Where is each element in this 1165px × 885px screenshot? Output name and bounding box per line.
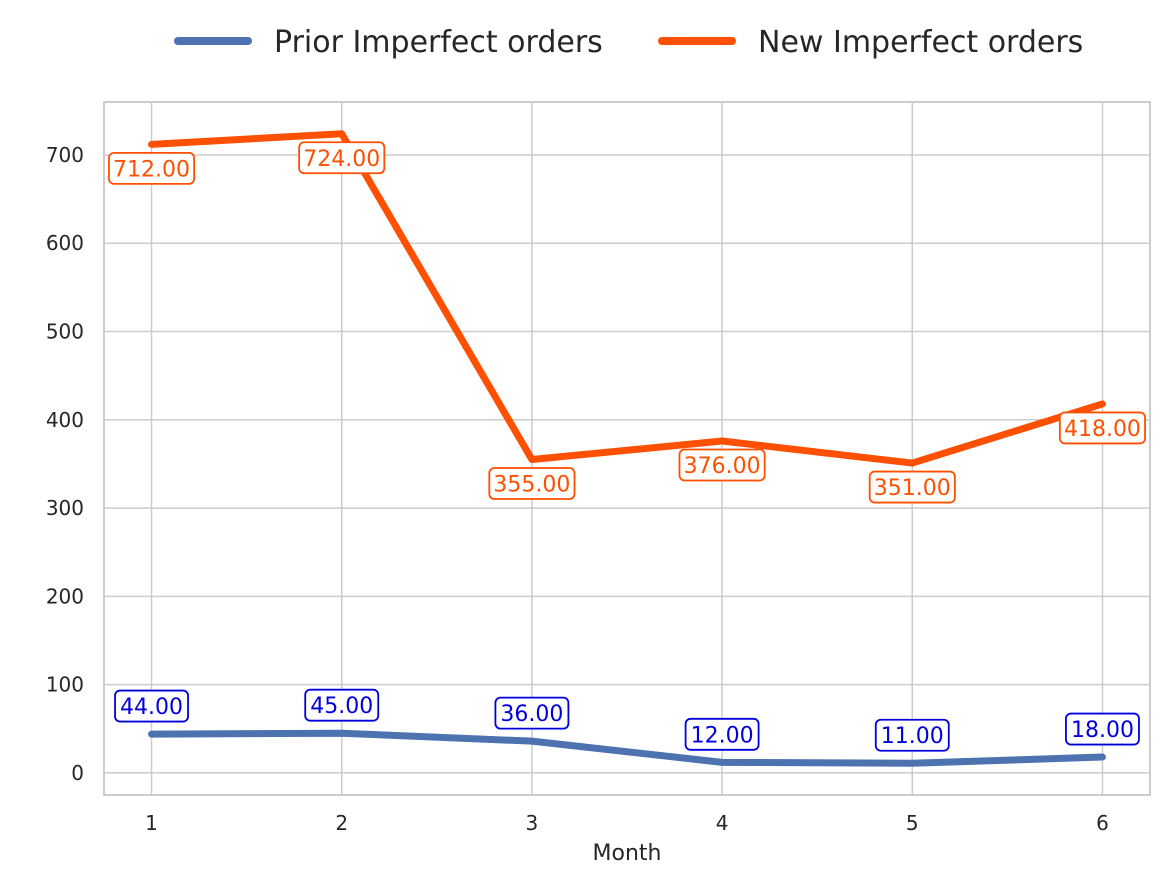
y-tick-label: 600 bbox=[46, 231, 84, 255]
legend-entry-1: Prior Imperfect orders bbox=[174, 25, 603, 60]
data-label-text: 351.00 bbox=[874, 476, 951, 501]
data-label-box bbox=[114, 689, 189, 723]
data-label-box bbox=[488, 467, 576, 500]
data-label: 18.00 bbox=[1065, 712, 1140, 746]
y-tick-label: 400 bbox=[46, 408, 84, 432]
y-tick-label: 500 bbox=[46, 320, 84, 344]
data-label-box bbox=[678, 448, 766, 482]
legend: Prior Imperfect orders New Imperfect orde… bbox=[174, 25, 1083, 60]
data-label-text: 11.00 bbox=[881, 724, 944, 749]
y-tick-label: 100 bbox=[46, 673, 84, 697]
plot-frame bbox=[103, 101, 1151, 796]
data-label-box bbox=[1065, 712, 1140, 746]
data-label: 44.00 bbox=[114, 689, 189, 723]
data-label-text: 712.00 bbox=[113, 157, 190, 182]
legend-entry-2: New Imperfect orders bbox=[658, 25, 1083, 60]
data-label-box bbox=[108, 151, 196, 185]
data-label-text: 18.00 bbox=[1071, 718, 1134, 743]
x-axis-label: Month bbox=[593, 841, 662, 866]
data-label-text: 44.00 bbox=[120, 695, 183, 720]
data-label: 45.00 bbox=[304, 688, 380, 722]
data-label-box bbox=[298, 141, 386, 175]
data-label: 11.00 bbox=[874, 718, 950, 752]
data-label: 724.00 bbox=[298, 141, 386, 175]
y-tick-label: 700 bbox=[46, 143, 84, 167]
data-label-box bbox=[304, 688, 380, 722]
x-tick-label: 1 bbox=[145, 811, 158, 835]
y-tick-label: 200 bbox=[46, 584, 84, 608]
data-label: 376.00 bbox=[678, 448, 766, 482]
data-label: 12.00 bbox=[684, 717, 760, 751]
data-label-text: 12.00 bbox=[691, 723, 754, 748]
data-label-text: 355.00 bbox=[493, 473, 570, 498]
x-tick-label: 3 bbox=[526, 811, 539, 835]
legend-label: New Imperfect orders bbox=[758, 25, 1083, 60]
data-label: 712.00 bbox=[108, 151, 196, 185]
legend-label: Prior Imperfect orders bbox=[274, 25, 603, 60]
y-tick-label: 300 bbox=[46, 496, 84, 520]
data-label-box bbox=[874, 718, 950, 752]
data-label: 36.00 bbox=[494, 696, 570, 730]
data-label-text: 376.00 bbox=[684, 454, 761, 479]
data-label-box bbox=[684, 717, 760, 751]
data-label: 355.00 bbox=[488, 467, 576, 500]
data-labels: 44.00 45.00 36.00 12.00 11.00 18.00 712.00 724.… bbox=[108, 141, 1146, 752]
data-label-text: 724.00 bbox=[303, 147, 380, 172]
data-label: 351.00 bbox=[868, 470, 956, 504]
data-label-text: 418.00 bbox=[1064, 417, 1141, 442]
x-tick-label: 6 bbox=[1096, 811, 1109, 835]
data-label-text: 36.00 bbox=[500, 702, 563, 727]
data-label-box bbox=[868, 470, 956, 504]
data-label-box bbox=[1058, 411, 1146, 445]
series-line-2 bbox=[148, 130, 1106, 467]
grid bbox=[104, 102, 1150, 795]
data-label-box bbox=[494, 696, 570, 730]
x-tick-label: 4 bbox=[716, 811, 729, 835]
x-tick-label: 5 bbox=[906, 811, 919, 835]
y-tick-label: 0 bbox=[71, 761, 84, 785]
data-label: 418.00 bbox=[1058, 411, 1146, 445]
data-label-text: 45.00 bbox=[310, 694, 373, 719]
axes: 1 2 3 4 5 6 0 100 200 300 400 500 600 700 Month bbox=[46, 101, 1151, 866]
series-line-1 bbox=[148, 729, 1106, 767]
x-tick-label: 2 bbox=[335, 811, 348, 835]
series-lines bbox=[148, 130, 1106, 767]
